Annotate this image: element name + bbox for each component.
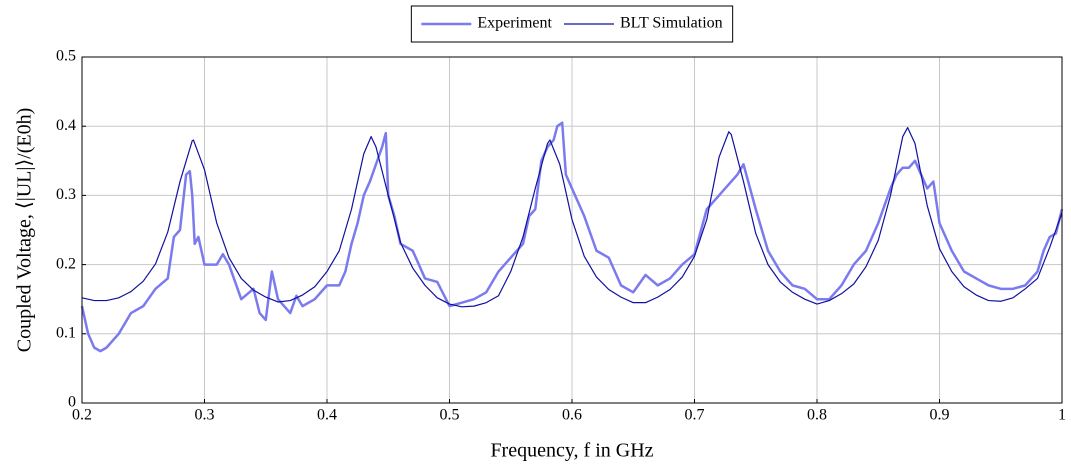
x-tick-label: 1 xyxy=(1058,407,1066,424)
series-line xyxy=(81,126,1063,308)
x-tick-label: 0.5 xyxy=(440,407,460,424)
y-tick-label: 0.2 xyxy=(56,255,76,272)
y-tick-label: 0 xyxy=(68,394,76,411)
y-axis-label: Coupled Voltage, ⟨|UL|⟩/(E0h) xyxy=(14,108,36,353)
x-tick-label: 0.6 xyxy=(562,407,582,424)
series-line xyxy=(80,121,1064,353)
legend-label: BLT Simulation xyxy=(620,15,723,32)
x-tick-label: 0.7 xyxy=(685,407,705,424)
x-tick-label: 0.3 xyxy=(195,407,215,424)
y-tick-label: 0.4 xyxy=(56,117,76,134)
x-tick-label: 0.9 xyxy=(930,407,950,424)
plot-frame xyxy=(81,56,1063,404)
legend-label: Experiment xyxy=(477,15,552,32)
x-tick-label: 0.2 xyxy=(72,407,92,424)
x-axis-label: Frequency, f in GHz xyxy=(490,440,653,462)
x-tick-label: 0.8 xyxy=(807,407,827,424)
y-tick-label: 0.3 xyxy=(56,186,76,203)
x-tick-label: 0.4 xyxy=(317,407,337,424)
y-tick-label: 0.1 xyxy=(56,324,76,341)
y-tick-label: 0.5 xyxy=(56,48,76,65)
legend: Experiment BLT Simulation xyxy=(410,5,734,43)
